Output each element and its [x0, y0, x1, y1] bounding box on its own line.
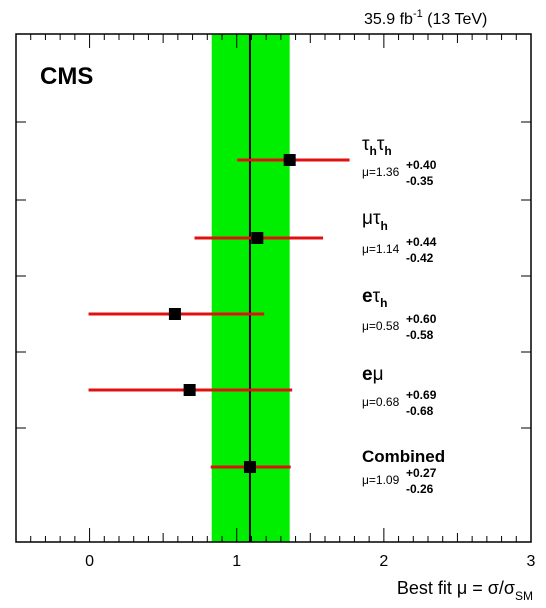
mu-label-emu: μ=0.68 +0.69 -0.68 — [362, 388, 437, 418]
mu-label-combined: μ=1.09 +0.27 -0.26 — [362, 466, 437, 496]
data-point — [183, 384, 196, 396]
data-point — [283, 154, 296, 166]
mu-label-etau: μ=0.58 +0.60 -0.58 — [362, 312, 437, 342]
channel-label-combined: Combined — [362, 447, 445, 466]
svg-text:μ=1.09: μ=1.09 — [362, 473, 400, 487]
svg-text:-0.42: -0.42 — [406, 251, 434, 265]
data-point — [243, 461, 256, 473]
svg-text:+0.27: +0.27 — [406, 466, 437, 480]
svg-text:μ=1.36: μ=1.36 — [362, 165, 400, 179]
plot-area — [16, 34, 531, 542]
x-tick-label: 2 — [379, 553, 388, 570]
svg-text:+0.44: +0.44 — [406, 235, 437, 249]
mu-label-tautau: μ=1.36 +0.40 -0.35 — [362, 158, 437, 188]
svg-text:μ=0.68: μ=0.68 — [362, 395, 400, 409]
channel-label-tautau: τhτh — [362, 134, 392, 158]
x-tick-label: 1 — [232, 553, 241, 570]
mu-label-mutau: μ=1.14 +0.44 -0.42 — [362, 235, 437, 265]
svg-text:-0.68: -0.68 — [406, 404, 434, 418]
experiment-label: CMS — [40, 63, 93, 90]
x-tick-label: 3 — [527, 553, 536, 570]
plot-frame — [15, 33, 532, 543]
svg-text:+0.40: +0.40 — [406, 158, 437, 172]
luminosity-label: 35.9 fb-1 (13 TeV) — [364, 8, 487, 28]
svg-text:+0.69: +0.69 — [406, 388, 437, 402]
x-tick-labels: 0 1 2 3 — [85, 553, 535, 570]
channel-label-emu: eμ — [362, 364, 384, 385]
data-point — [251, 232, 264, 244]
svg-text:-0.26: -0.26 — [406, 482, 434, 496]
channel-label-etau: eτh — [362, 286, 387, 310]
data-point — [168, 308, 181, 320]
svg-text:μ=1.14: μ=1.14 — [362, 242, 400, 256]
svg-text:μ=0.58: μ=0.58 — [362, 319, 400, 333]
svg-text:+0.60: +0.60 — [406, 312, 437, 326]
x-axis-label: Best fit μ = σ/σSM — [397, 578, 533, 603]
x-tick-label: 0 — [85, 553, 94, 570]
svg-text:-0.35: -0.35 — [406, 174, 434, 188]
channel-label-mutau: μτh — [362, 208, 388, 233]
svg-text:-0.58: -0.58 — [406, 328, 434, 342]
